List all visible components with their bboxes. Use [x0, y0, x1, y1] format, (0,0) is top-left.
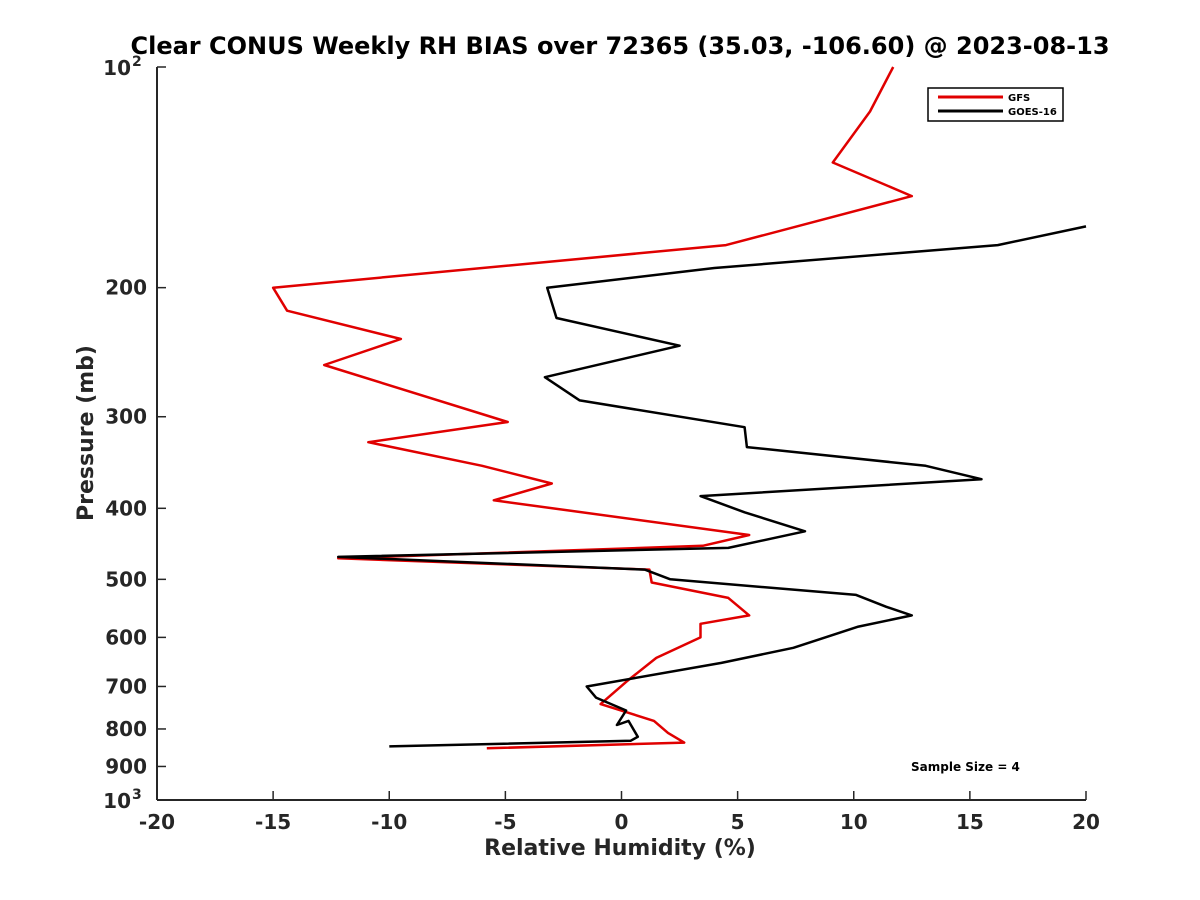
y-tick-label: 10: [103, 56, 131, 80]
y-tick-label: 700: [105, 674, 147, 698]
x-tick-label: 10: [840, 810, 868, 834]
chart-title: Clear CONUS Weekly RH BIAS over 72365 (3…: [130, 32, 1109, 60]
legend: GFS GOES-16: [927, 87, 1064, 122]
y-tick-label: 900: [105, 754, 147, 778]
y-tick-exponent: 3: [132, 787, 142, 803]
y-axis-label: Pressure (mb): [74, 345, 99, 521]
x-tick-label: 5: [731, 810, 745, 834]
series-layer: [271, 66, 1087, 750]
y-tick-label: 300: [105, 405, 147, 429]
y-tick-label: 800: [105, 717, 147, 741]
x-tick-label: -20: [139, 810, 175, 834]
y-tick-label: 200: [105, 276, 147, 300]
legend-label-gfs: GFS: [1008, 93, 1030, 104]
legend-box: [927, 87, 1064, 122]
series-line-goes16: [336, 225, 1087, 748]
x-tick-label: 0: [615, 810, 629, 834]
x-tick-label: 15: [956, 810, 984, 834]
y-tick-label: 10: [103, 789, 131, 813]
y-tick-label: 600: [105, 625, 147, 649]
legend-label-goes16: GOES-16: [1008, 107, 1057, 118]
series-line-gfs: [271, 66, 914, 750]
y-tick-exponent: 2: [132, 54, 142, 70]
sample-size-annotation: Sample Size = 4: [911, 760, 1020, 774]
x-axis-label: Relative Humidity (%): [484, 836, 756, 861]
x-tick-label: -15: [255, 810, 291, 834]
x-tick-label: 20: [1072, 810, 1100, 834]
x-tick-label: -5: [494, 810, 516, 834]
y-tick-label: 400: [105, 496, 147, 520]
x-tick-label: -10: [371, 810, 407, 834]
y-tick-label: 500: [105, 567, 147, 591]
